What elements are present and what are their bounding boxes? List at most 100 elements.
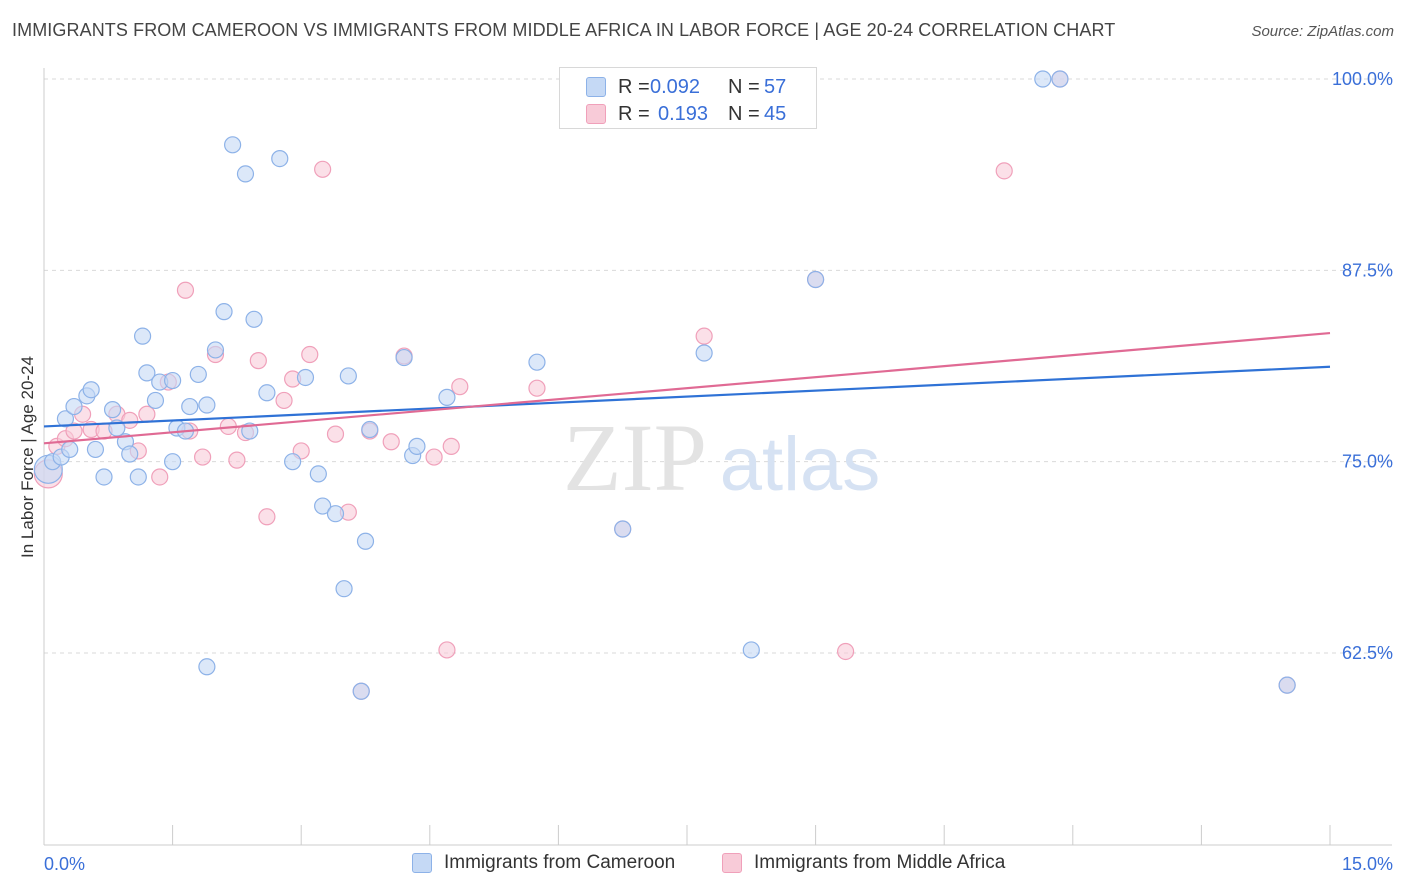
middle-africa-point	[249, 352, 267, 370]
legend-r-value: 0.092	[650, 75, 701, 98]
cameroon-point	[742, 641, 760, 659]
middle-africa-point	[65, 422, 83, 440]
cameroon-point	[95, 468, 113, 486]
cameroon-point	[224, 136, 242, 154]
cameroon-point	[614, 520, 632, 538]
middle-africa-point	[176, 281, 195, 299]
middle-africa-point	[326, 425, 345, 443]
axes	[43, 68, 1392, 846]
middle-africa-point	[382, 433, 400, 451]
data-points	[33, 70, 1296, 700]
cameroon-point	[395, 348, 413, 367]
cameroon-point	[56, 410, 75, 428]
cameroon-point	[408, 437, 426, 455]
cameroon-point	[695, 344, 713, 362]
bottom-legend-label: Immigrants from Cameroon	[444, 852, 676, 873]
cameroon-point	[806, 270, 825, 289]
y-axis-label: In Labor Force | Age 20-24	[18, 356, 37, 558]
cameroon-point	[138, 364, 156, 382]
source-label: Source: ZipAtlas.com	[1251, 23, 1394, 40]
bottom-legend-label: Immigrants from Middle Africa	[754, 852, 1006, 873]
cameroon-point	[1278, 676, 1296, 694]
y-tick-label: 100.0%	[1332, 69, 1393, 89]
cameroon-point	[86, 440, 105, 459]
cameroon-point	[438, 388, 456, 406]
middle-africa-point	[275, 391, 293, 410]
y-tick-label: 75.0%	[1342, 452, 1393, 472]
watermark-atlas: atlas	[720, 422, 881, 507]
legend-row-middle-africa: R = 0.193 N = 45	[586, 101, 786, 127]
middle-africa-point	[258, 508, 276, 526]
cameroon-point	[1051, 70, 1069, 88]
trend-lines	[43, 331, 1331, 445]
cameroon-point	[198, 396, 216, 414]
middle-africa-point	[151, 468, 169, 486]
cameroon-trend-line	[43, 365, 1331, 428]
middle-africa-point	[138, 405, 156, 423]
middle-africa-point	[425, 448, 443, 466]
bottom-legend-middle-africa: Immigrants from Middle Africa	[722, 852, 1005, 874]
cameroon-point	[528, 353, 546, 371]
cameroon-point	[164, 453, 182, 471]
bottom-legend-swatch-blue	[412, 853, 432, 873]
cameroon-point	[314, 497, 332, 515]
middle-africa-point	[695, 327, 713, 345]
cameroon-point	[146, 391, 165, 410]
middle-africa-point	[442, 437, 460, 455]
middle-africa-point	[451, 378, 469, 396]
x-tick-label: 0.0%	[44, 854, 85, 874]
legend-n-value: 45	[764, 102, 787, 125]
y-tick-label: 87.5%	[1342, 260, 1393, 280]
cameroon-point	[326, 505, 345, 523]
stats-legend: R = 0.092 N = 57 R = 0.193 N = 45	[559, 67, 817, 129]
cameroon-point	[245, 310, 263, 328]
cameroon-point	[296, 368, 315, 387]
cameroon-point	[61, 440, 79, 459]
watermark-zip: ZIP	[563, 404, 707, 511]
cameroon-point	[164, 371, 182, 390]
cameroon-point	[133, 327, 152, 345]
cameroon-point	[236, 165, 255, 183]
middle-africa-point	[528, 379, 546, 397]
middle-africa-trend-line	[43, 331, 1331, 445]
legend-n-value: 57	[764, 75, 787, 98]
legend-r-label: R =	[618, 75, 650, 98]
cameroon-point	[284, 453, 302, 471]
y-tick-label: 62.5%	[1342, 643, 1393, 663]
cameroon-point	[103, 401, 122, 419]
gridlines	[44, 78, 1392, 654]
legend-row-cameroon: R = 0.092 N = 57	[586, 74, 786, 100]
cameroon-point	[309, 465, 327, 483]
tick-labels: 62.5% 75.0% 87.5% 100.0% 0.0% 15.0%	[44, 69, 1393, 874]
legend-r-value: 0.193	[658, 102, 709, 125]
cameroon-point	[271, 149, 289, 168]
bottom-legend-cameroon: Immigrants from Cameroon	[412, 852, 675, 874]
cameroon-point	[65, 397, 83, 416]
middle-africa-point	[837, 642, 855, 661]
cameroon-point	[82, 381, 100, 399]
cameroon-point	[198, 658, 216, 676]
cameroon-point	[339, 367, 357, 385]
cameroon-point	[361, 420, 379, 439]
middle-africa-point	[314, 160, 332, 178]
cameroon-point	[335, 580, 353, 598]
cameroon-point	[352, 682, 370, 700]
legend-swatch-blue	[586, 77, 606, 97]
cameroon-point	[121, 445, 139, 463]
cameroon-point	[181, 397, 199, 416]
legend-n-label: N =	[728, 102, 760, 125]
middle-africa-point	[438, 641, 456, 659]
middle-africa-point	[194, 448, 212, 466]
watermark: ZIP atlas	[563, 404, 880, 511]
middle-africa-point	[301, 345, 319, 364]
cameroon-point	[356, 532, 375, 550]
cameroon-point	[206, 341, 225, 359]
cameroon-point	[129, 468, 147, 486]
cameroon-point	[258, 384, 276, 402]
cameroon-point	[215, 303, 233, 321]
cameroon-point	[189, 365, 207, 384]
middle-africa-point	[995, 162, 1013, 180]
bottom-legend-swatch-pink	[722, 853, 742, 873]
x-tick-label: 15.0%	[1342, 854, 1393, 874]
